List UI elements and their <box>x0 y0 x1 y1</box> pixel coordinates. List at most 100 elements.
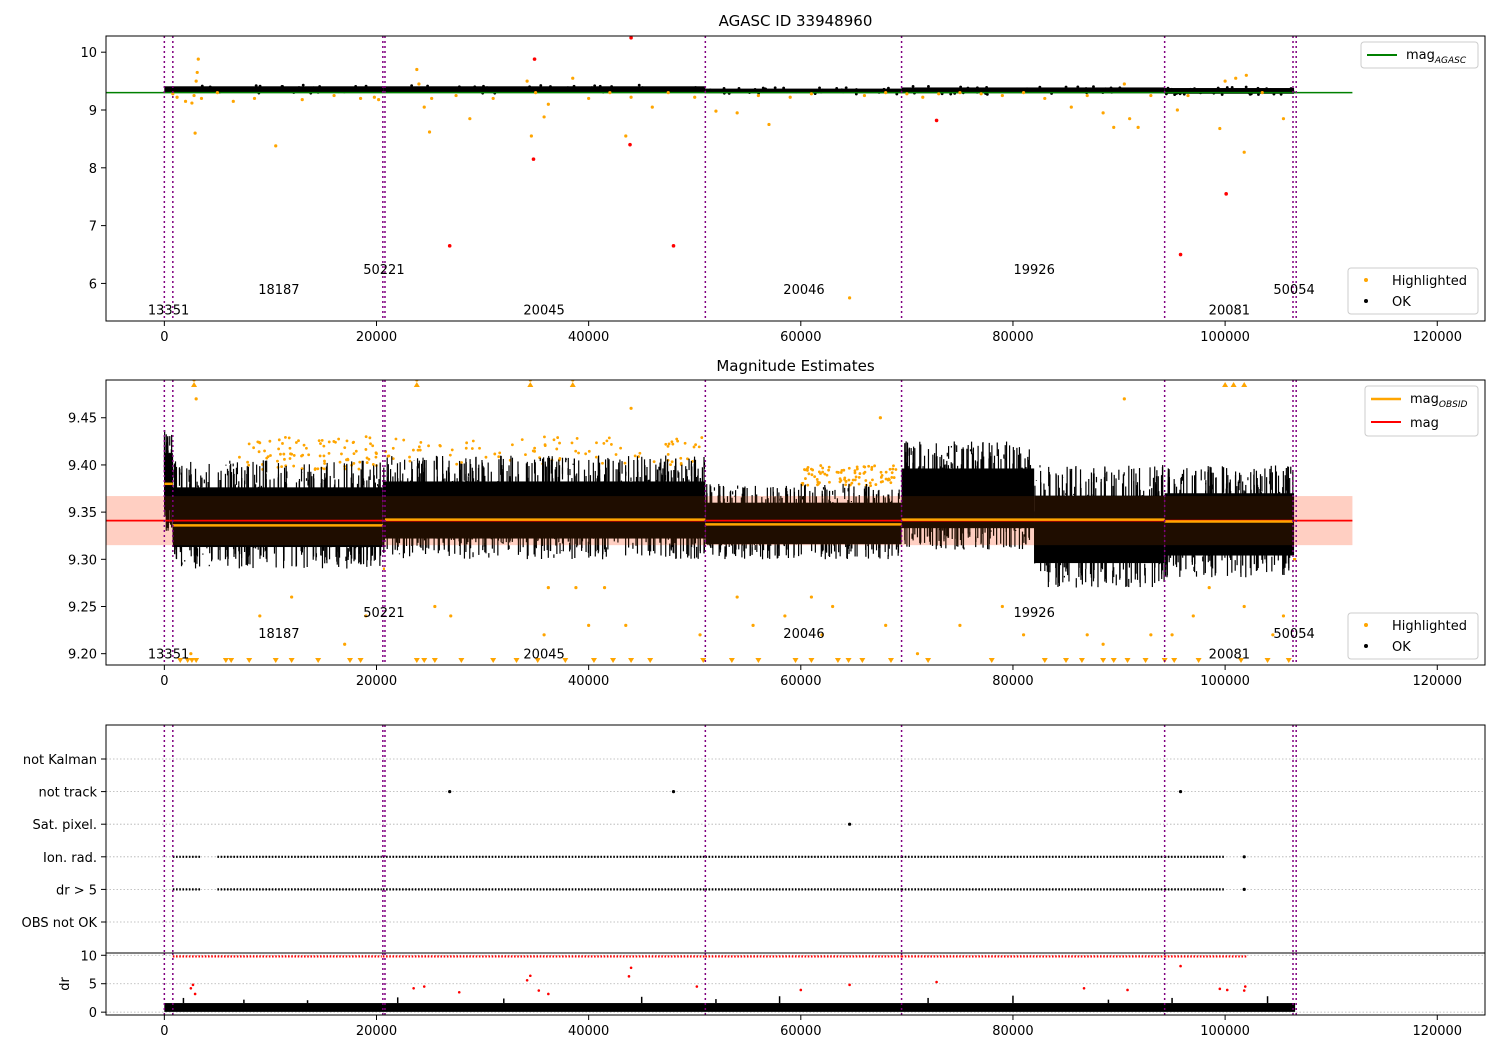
highlighted-point <box>851 478 855 482</box>
highlighted-point <box>183 99 188 103</box>
y-tick-label: 6 <box>89 277 97 292</box>
ok-point <box>1290 88 1294 92</box>
ok-point <box>1173 93 1177 97</box>
highlighted-point <box>867 464 871 468</box>
highlighted-point <box>246 460 249 464</box>
category-label: Sat. pixel. <box>33 818 97 833</box>
above-range-marker <box>569 382 576 387</box>
highlighted-point <box>343 446 347 450</box>
highlighted-point <box>870 468 874 471</box>
dr-red-point <box>1225 988 1229 992</box>
ok-point <box>1064 85 1068 89</box>
highlighted-point <box>879 475 883 479</box>
highlighted-point <box>602 441 606 445</box>
highlighted-point <box>848 483 852 487</box>
highlighted-point <box>448 453 452 457</box>
highlighted-point <box>869 484 873 488</box>
highlighted-point <box>809 595 814 599</box>
ok-point <box>593 84 597 88</box>
legend-magnitude-highlighted-label: Highlighted <box>1392 619 1467 634</box>
ok-point <box>1272 92 1276 96</box>
highlighted-point <box>292 454 296 457</box>
below-range-marker <box>413 658 420 663</box>
highlighted-point <box>478 446 481 450</box>
highlighted-point <box>843 476 847 480</box>
outlier-point <box>1224 192 1228 196</box>
y-tick-label: 10 <box>80 46 97 61</box>
highlighted-point <box>352 440 355 444</box>
highlighted-point <box>693 95 697 99</box>
ok-point <box>1038 85 1042 89</box>
below-range-marker <box>1124 658 1131 663</box>
highlighted-point <box>290 595 294 599</box>
highlighted-point <box>1223 79 1227 83</box>
ok-point <box>539 84 543 87</box>
highlighted-point <box>238 455 241 459</box>
highlighted-point <box>1085 93 1089 98</box>
legend-agasc-lower: Highlighted OK <box>1347 267 1479 315</box>
highlighted-point <box>1021 633 1026 637</box>
highlighted-point <box>192 93 196 98</box>
highlighted-point <box>1000 93 1004 98</box>
ok-point <box>566 86 570 90</box>
highlighted-point <box>844 480 848 483</box>
ok-point <box>1193 87 1196 91</box>
below-range-marker <box>1195 658 1202 663</box>
obsid-label: 18187 <box>258 283 299 298</box>
highlighted-point <box>282 452 286 456</box>
ok-point <box>1265 87 1269 91</box>
panel-agasc-axes: 0 20000 40000 60000 80000 100000 120000 6 7 8 9 10 <box>80 46 1462 345</box>
highlighted-point <box>878 416 882 420</box>
below-range-marker <box>458 658 465 663</box>
ok-point <box>1191 89 1195 93</box>
highlighted-point <box>320 439 324 442</box>
flag-point <box>1242 855 1246 859</box>
highlighted-point <box>670 460 674 464</box>
highlighted-point <box>1101 642 1105 646</box>
highlighted-point <box>1281 117 1286 121</box>
x-tick-label: 60000 <box>780 330 821 345</box>
ok-point <box>591 88 594 92</box>
highlighted-point <box>633 454 637 458</box>
highlighted-point <box>816 480 820 484</box>
highlighted-point <box>595 441 598 445</box>
ok-point <box>225 89 229 93</box>
ok-point <box>473 85 477 89</box>
highlighted-point <box>1149 93 1153 98</box>
highlighted-point <box>574 586 578 590</box>
ok-point <box>354 85 358 88</box>
ok-point <box>187 88 191 91</box>
y-tick-label: 9.25 <box>68 600 97 615</box>
ok-point <box>254 84 258 87</box>
dr-red-point <box>1218 987 1222 991</box>
ok-point <box>513 88 517 92</box>
highlighted-point <box>601 461 604 465</box>
highlighted-point <box>281 442 284 445</box>
highlighted-point <box>290 452 294 456</box>
x-tick-label: 40000 <box>568 674 609 689</box>
highlighted-point <box>497 455 501 459</box>
highlighted-point <box>675 437 679 441</box>
below-range-marker <box>1238 658 1245 663</box>
below-range-marker <box>490 658 497 663</box>
dr-red-point <box>457 990 461 994</box>
ok-point <box>1039 88 1043 92</box>
highlighted-point <box>842 468 846 472</box>
highlighted-point <box>847 478 851 482</box>
below-range-marker <box>610 658 617 663</box>
highlighted-point <box>788 95 792 99</box>
highlighted-point <box>292 464 296 468</box>
dr-red-point <box>525 979 529 982</box>
highlighted-point <box>1136 125 1140 129</box>
above-range-marker <box>413 382 420 387</box>
highlighted-point <box>543 444 547 448</box>
below-range-marker <box>887 658 894 663</box>
highlighted-point <box>638 451 642 455</box>
highlighted-point <box>873 464 877 468</box>
highlighted-point <box>915 652 920 656</box>
highlighted-point <box>624 134 628 138</box>
ok-point <box>590 86 594 90</box>
below-range-marker <box>188 658 195 663</box>
highlighted-point <box>887 478 891 482</box>
panel-flags-axes: OBS not OK dr > 5 Ion. rad. Sat. pixel. not … <box>22 753 106 931</box>
